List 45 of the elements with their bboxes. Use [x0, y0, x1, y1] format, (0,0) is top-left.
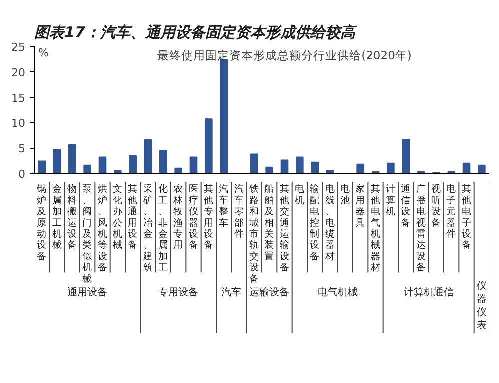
x-tick-label: 物料搬运设备 [67, 184, 78, 252]
text: 通用设备 [68, 286, 108, 298]
x-tick-label: 电线、电缆器材 [324, 183, 336, 262]
chart-title: 图表17：汽车、通用设备固定资本形成供给较高 [34, 24, 358, 42]
x-tick-label: 其他通用设备 [128, 183, 138, 252]
y-axis-title: % [38, 46, 49, 60]
text: 电气机械 [318, 286, 358, 298]
x-tick-label: 其他专用设备 [204, 183, 214, 252]
x-tick-label: 其他交通运输设备 [280, 183, 290, 274]
x-tick-label: 采矿、冶金、建筑 [142, 183, 154, 274]
x-tick-label: 汽车整车 [219, 183, 230, 229]
text: 计算机通信 [404, 286, 454, 298]
x-tick-label: 汽车零部件 [234, 183, 244, 240]
x-tick-label: 农林牧渔专用 [172, 184, 184, 252]
x-tick-label: 医疗仪器设备 [188, 184, 199, 252]
x-tick-label: 锅炉及原动设备 [36, 184, 48, 262]
x-tick-label: 通信设备 [401, 183, 412, 229]
y-tick-label: 10 [12, 117, 26, 130]
x-tick-label: 其他电子设备 [462, 183, 472, 252]
x-tick-label: 文化办公机械 [112, 183, 123, 252]
x-tick-label: 船舶及相关装置 [264, 184, 275, 262]
category-label: 泵、阀门及类似机械 [82, 184, 93, 285]
text: 专用设备 [158, 286, 199, 298]
x-tick-label: 广播电视雷达设备 [416, 183, 426, 274]
x-tick-label: 家用器具 [356, 183, 366, 229]
y-tick-label: 25 [12, 41, 26, 54]
text: 运输设备 [250, 286, 290, 298]
y-tick-label: 20 [12, 66, 26, 80]
x-tick-label: 其他电气机械器材 [370, 183, 381, 274]
text: 汽车 [222, 286, 242, 298]
y-tick-label: 15 [12, 92, 26, 105]
x-tick-label: 输配电控制设备 [310, 183, 320, 262]
x-tick-label: 化工、非金属加工 [158, 183, 168, 274]
x-tick-label: 电池 [340, 183, 350, 206]
x-tick-label: 视听设备 [431, 183, 442, 229]
x-tick-label: 电机 [294, 183, 305, 206]
y-tick-label: 5 [18, 142, 26, 156]
text: 仪器仪表 [476, 280, 487, 332]
chart-subtitle: 最终使用固定资本形成总额分行业供给(2020年) [158, 48, 412, 62]
y-tick-label: 0 [18, 168, 26, 181]
x-tick-label: 金属加工机械 [52, 183, 62, 252]
x-tick-label: 计算机 [386, 183, 396, 218]
category-label: 铁路和城市轨交设备 [249, 184, 260, 285]
x-tick-label: 烘炉、风机等设备 [98, 183, 108, 274]
x-tick-label: 电子元器件 [446, 183, 457, 240]
